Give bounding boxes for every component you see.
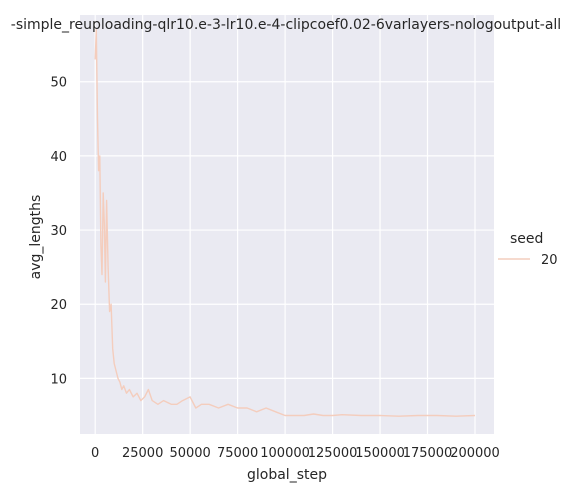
x-tick-label: 100000: [260, 446, 310, 461]
y-tick-label: 20: [50, 298, 67, 313]
y-tick-label: 10: [50, 372, 67, 387]
y-axis-label: avg_lengths: [28, 195, 44, 280]
x-tick-label: 75000: [217, 446, 258, 461]
y-tick-labels: 10 20 30 40 50: [50, 76, 67, 388]
series-line-seed-20: [94, 29, 476, 417]
x-tick-label: 200000: [450, 446, 500, 461]
chart-title: -simple_reuploading-qlr10.e-3-lr10.e-4-c…: [11, 17, 561, 33]
grid: [80, 15, 494, 434]
x-tick-labels: 0 25000 50000 75000 100000125000150000175000…: [91, 446, 500, 461]
series-layer: [94, 29, 476, 417]
x-tick-label: 50000: [169, 446, 210, 461]
x-tick-label: 175000: [403, 446, 453, 461]
x-tick-label: 125000: [308, 446, 358, 461]
y-tick-label: 40: [50, 150, 67, 165]
plot-background: [80, 15, 494, 434]
y-tick-label: 50: [50, 76, 67, 91]
legend-title: seed: [510, 231, 543, 247]
y-tick-label: 30: [50, 224, 67, 239]
x-tick-label: 150000: [355, 446, 405, 461]
x-tick-label: 25000: [122, 446, 163, 461]
legend: seed 20: [498, 231, 558, 268]
legend-label: 20: [541, 253, 558, 268]
x-axis-label: global_step: [247, 467, 327, 483]
x-tick-label: 0: [91, 446, 99, 461]
